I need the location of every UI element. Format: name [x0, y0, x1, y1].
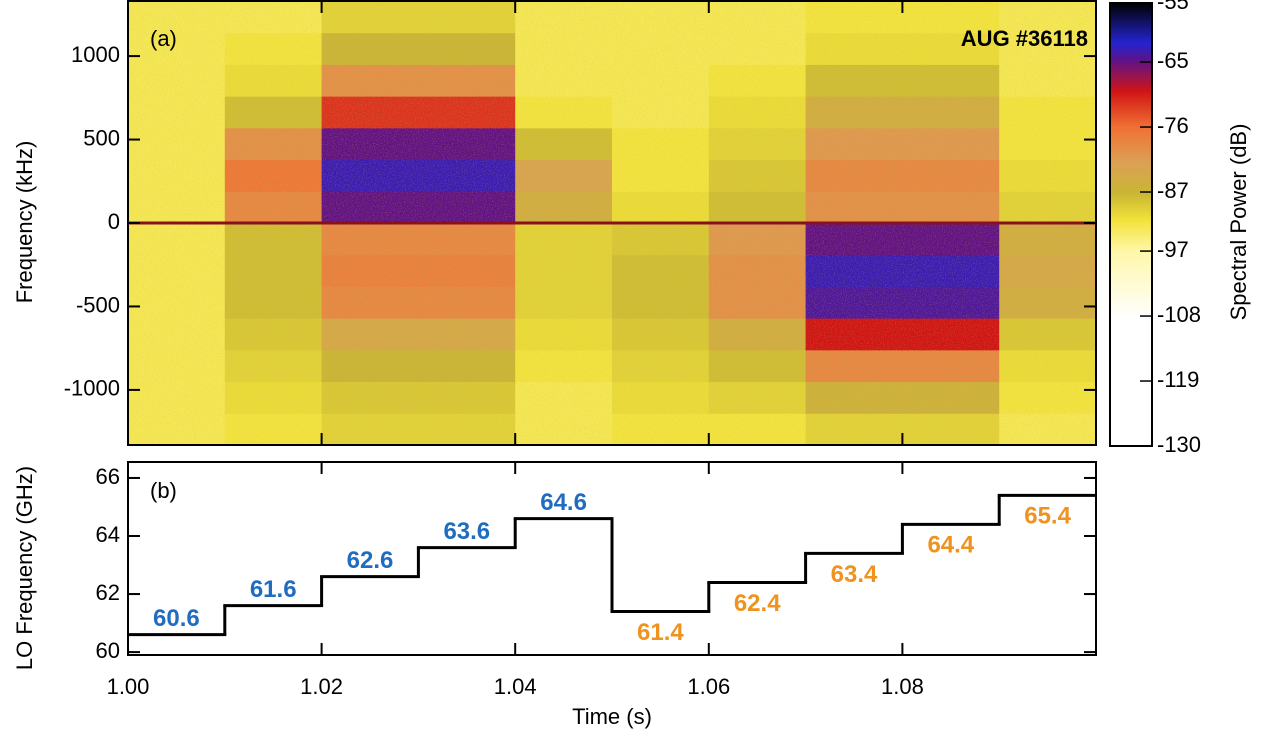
data-label: 64.6: [540, 489, 587, 516]
colorbar-tick-label: -97: [1157, 237, 1189, 262]
colorbar-label: Spectral Power (dB): [1226, 124, 1251, 321]
colorbar-tick-label: -55: [1157, 0, 1189, 14]
x-tick-label: 1.06: [687, 674, 730, 699]
data-label: 63.4: [831, 561, 878, 588]
data-label: 64.4: [927, 532, 974, 559]
y-tick-label: 500: [83, 125, 120, 150]
y-tick-label: 0: [108, 209, 120, 234]
x-axis-label: Time (s): [572, 704, 652, 729]
data-label: 65.4: [1024, 503, 1071, 530]
colorbar-tick-label: -65: [1157, 48, 1189, 73]
x-tick-label: 1.02: [300, 674, 343, 699]
y-tick-label: 1000: [71, 42, 120, 67]
x-tick-label: 1.04: [494, 674, 537, 699]
panel-label: (b): [150, 478, 177, 503]
x-tick-label: 1.00: [107, 674, 150, 699]
y-axis-label: LO Frequency (GHz): [12, 466, 37, 670]
colorbar-tick-label: -76: [1157, 113, 1189, 138]
panel-label: (a): [150, 26, 177, 51]
colorbar-tick-label: -130: [1157, 432, 1201, 457]
y-tick-label: -500: [76, 292, 120, 317]
y-axis-label: Frequency (kHz): [12, 141, 37, 304]
step-line: [128, 493, 1096, 637]
data-label: 61.4: [637, 619, 684, 646]
y-tick-label: 64: [96, 522, 120, 547]
colorbar-tick-label: -119: [1157, 367, 1199, 392]
y-tick-label: 66: [96, 464, 120, 489]
x-tick-label: 1.08: [881, 674, 924, 699]
y-tick-label: 60: [96, 638, 120, 663]
data-label: 62.6: [347, 547, 394, 574]
colorbar-tick-label: -87: [1157, 178, 1189, 203]
data-label: 62.4: [734, 590, 781, 617]
data-label: 60.6: [153, 605, 200, 632]
colorbar-tick-label: -108: [1157, 302, 1201, 327]
y-tick-label: 62: [96, 580, 120, 605]
data-label: 63.6: [443, 518, 490, 545]
y-tick-label: -1000: [64, 376, 120, 401]
data-label: 61.6: [250, 576, 297, 603]
colorbar: [1109, 2, 1153, 447]
shot-label: AUG #36118: [961, 26, 1088, 51]
panel-b-frame: [127, 461, 1097, 656]
